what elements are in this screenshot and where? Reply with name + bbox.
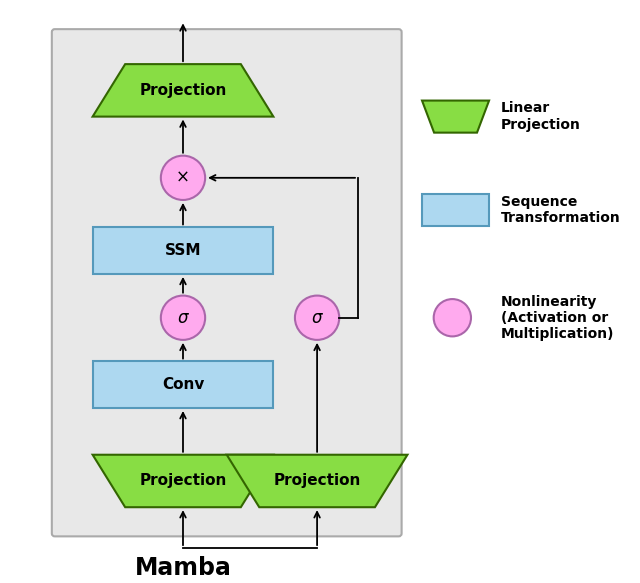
Text: σ: σ: [312, 309, 323, 326]
Text: Projection: Projection: [140, 473, 227, 489]
Text: Mamba: Mamba: [134, 556, 232, 581]
Text: Linear
Projection: Linear Projection: [500, 101, 580, 132]
Bar: [93, 227, 273, 274]
Text: σ: σ: [178, 309, 188, 326]
FancyBboxPatch shape: [52, 29, 402, 536]
Circle shape: [434, 299, 471, 336]
Polygon shape: [93, 455, 273, 507]
Circle shape: [161, 296, 205, 340]
Text: SSM: SSM: [164, 243, 201, 258]
Text: Projection: Projection: [273, 473, 361, 489]
Polygon shape: [422, 100, 489, 132]
Polygon shape: [227, 455, 408, 507]
Text: Nonlinearity
(Activation or
Multiplication): Nonlinearity (Activation or Multiplicati…: [500, 294, 614, 341]
Text: ×: ×: [176, 169, 190, 187]
Polygon shape: [93, 64, 273, 117]
Circle shape: [161, 156, 205, 200]
Text: Sequence
Transformation: Sequence Transformation: [500, 195, 621, 225]
Bar: [93, 361, 273, 408]
Text: Conv: Conv: [162, 377, 204, 392]
Circle shape: [295, 296, 339, 340]
Text: Projection: Projection: [140, 83, 227, 98]
Bar: [422, 194, 489, 226]
